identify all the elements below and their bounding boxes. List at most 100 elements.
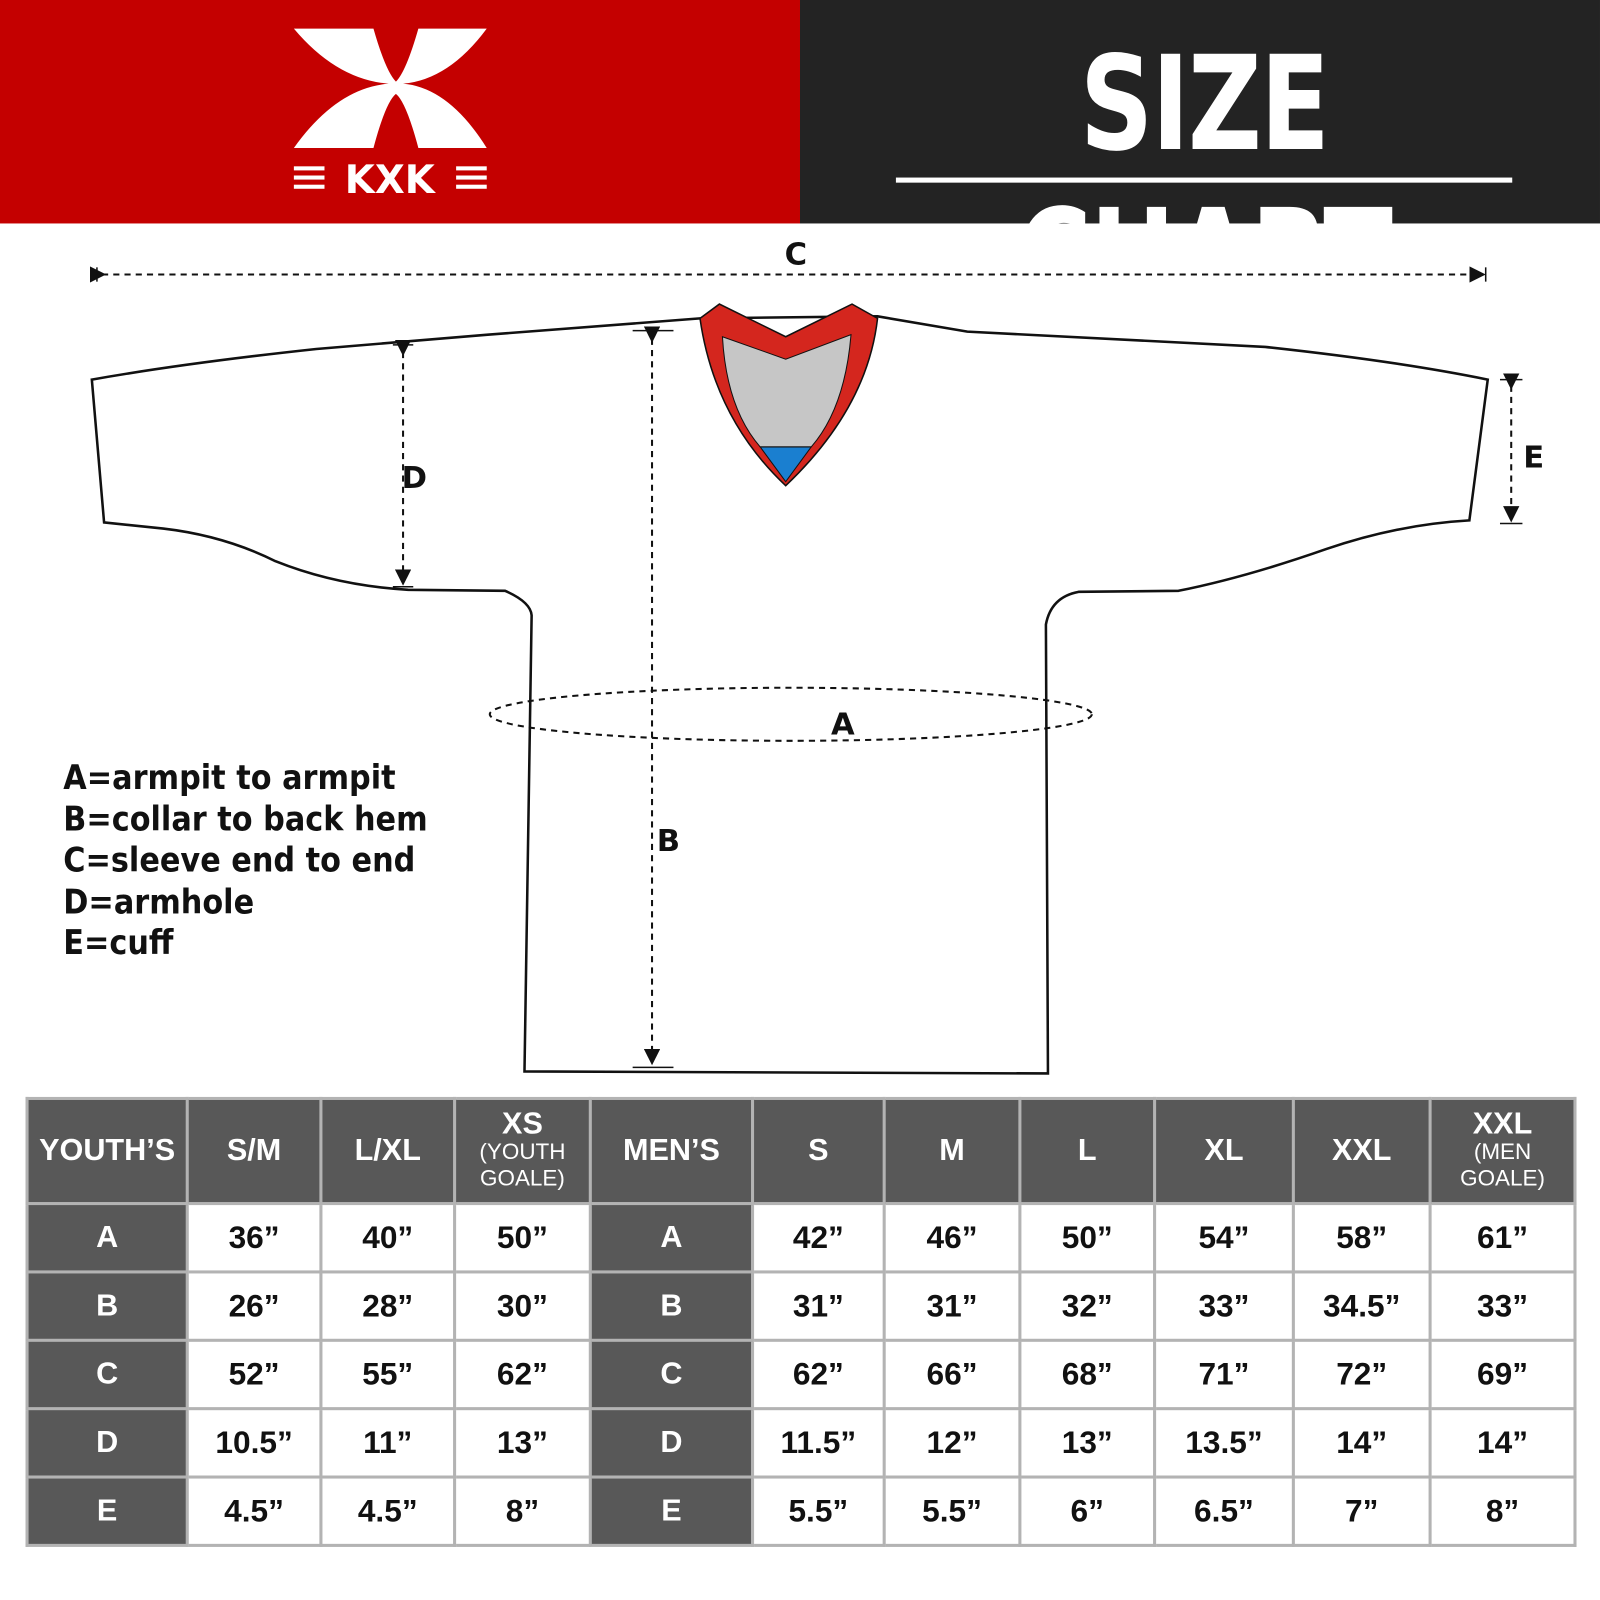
page-title: SIZE CHART [1016, 28, 1393, 334]
measurement-cell: 68” [1018, 1338, 1157, 1411]
size-column-header: XL [1153, 1096, 1295, 1206]
table-row: C 52” 55” 62” C 62” 66” 68” 71” 72” 69” [25, 1338, 1577, 1411]
measurement-cell: 52” [185, 1338, 323, 1411]
measurement-cell: 5.5” [882, 1475, 1022, 1547]
measurement-cell: 6” [1018, 1475, 1157, 1547]
header-label: XXL [1472, 1107, 1533, 1141]
row-label: C [588, 1338, 755, 1411]
legend-item: A=armpit to armpit [63, 757, 396, 797]
brand-banner: KXK [0, 0, 800, 224]
measurement-cell: 62” [751, 1338, 886, 1411]
title-banner [799, 0, 1600, 224]
measurement-cell: 28” [319, 1270, 457, 1342]
row-label: A [588, 1202, 755, 1274]
measurement-cell: 11” [319, 1407, 457, 1479]
size-column-header: L/XL [319, 1096, 457, 1206]
header-sublabel: (MEN GOALE) [1460, 1138, 1545, 1191]
legend-item: E=cuff [63, 922, 174, 963]
header-label: XS [502, 1107, 543, 1141]
row-label: E [588, 1475, 755, 1547]
measurement-cell: 14” [1291, 1407, 1432, 1479]
legend-item: B=collar to back hem [63, 798, 428, 839]
measurement-cell: 12” [882, 1407, 1022, 1479]
size-column-header: XS (YOUTH GOALE) [453, 1096, 592, 1206]
header-label: L [1077, 1133, 1097, 1168]
row-label: D [25, 1407, 189, 1479]
measurement-cell: 62” [453, 1338, 592, 1411]
measurement-cell: 33” [1153, 1270, 1295, 1342]
size-column-header: XXL (MEN GOALE) [1428, 1096, 1577, 1206]
label-b: B [657, 824, 680, 859]
table-row: D 10.5” 11” 13” D 11.5” 12” 13” 13.5” 14” 14” [25, 1407, 1577, 1479]
header-label: S [808, 1133, 829, 1168]
header-label: XL [1204, 1133, 1244, 1168]
measurement-cell: 61” [1428, 1202, 1577, 1274]
measurement-cell: 72” [1291, 1338, 1432, 1411]
measurement-cell: 32” [1018, 1270, 1157, 1342]
table-row: B 26” 28” 30” B 31” 31” 32” 33” 34.5” 33” [25, 1270, 1577, 1342]
size-column-header: L [1018, 1096, 1157, 1206]
measurement-cell: 46” [882, 1202, 1022, 1274]
legend-item: D=armhole [63, 881, 255, 921]
row-label: A [25, 1202, 189, 1274]
jersey-diagram: C D A B E [89, 237, 1544, 1075]
men-header: MEN’S [588, 1096, 755, 1206]
measurement-cell: 7” [1291, 1475, 1432, 1547]
collar-insert [759, 446, 813, 483]
measurement-cell: 34.5” [1291, 1270, 1432, 1342]
measurement-cell: 30” [453, 1270, 592, 1342]
measurement-cell: 5.5” [751, 1475, 886, 1547]
header-label: L/XL [354, 1133, 421, 1168]
label-a: A [831, 708, 855, 743]
measurement-cell: 4.5” [185, 1475, 323, 1547]
size-column-header: XXL [1291, 1096, 1432, 1206]
size-column-header: S [751, 1096, 886, 1206]
measurement-legend: A=armpit to armpit B=collar to back hem … [63, 757, 427, 964]
size-table: YOUTH’S S/M L/XL XS (YOUTH GOALE) MEN’S S M L XL X… [25, 1096, 1577, 1547]
table-row: A 36” 40” 50” A 42” 46” 50” 54” 58” 61” [25, 1202, 1577, 1274]
measurement-cell: 40” [319, 1202, 457, 1274]
measurement-cell: 33” [1428, 1270, 1577, 1342]
header-label: S/M [226, 1133, 282, 1168]
measurement-cell: 71” [1153, 1338, 1295, 1411]
label-d: D [402, 461, 427, 496]
youth-header: YOUTH’S [25, 1096, 189, 1206]
measurement-cell: 31” [882, 1270, 1022, 1342]
measurement-cell: 66” [882, 1338, 1022, 1411]
measurement-cell: 31” [751, 1270, 886, 1342]
header-label: XXL [1331, 1133, 1392, 1168]
row-label: C [25, 1338, 189, 1411]
measurement-cell: 11.5” [751, 1407, 886, 1479]
size-column-header: S/M [185, 1096, 323, 1206]
measurement-cell: 14” [1428, 1407, 1577, 1479]
jersey-outline [90, 315, 1490, 1075]
kxk-logo: KXK [293, 28, 487, 203]
label-c: C [785, 237, 807, 272]
row-label: B [588, 1270, 755, 1342]
row-label: B [25, 1270, 189, 1342]
size-column-header: M [882, 1096, 1022, 1206]
measurement-cell: 8” [1428, 1475, 1577, 1547]
title-underline [895, 177, 1513, 183]
measurement-cell: 69” [1428, 1338, 1577, 1411]
logo-text: KXK [345, 158, 437, 203]
measurement-cell: 50” [453, 1202, 592, 1274]
label-e: E [1523, 440, 1544, 475]
table-row: E 4.5” 4.5” 8” E 5.5” 5.5” 6” 6.5” 7” 8” [25, 1475, 1577, 1547]
measurement-cell: 55” [319, 1338, 457, 1411]
measurement-cell: 54” [1153, 1202, 1295, 1274]
measurement-cell: 6.5” [1153, 1475, 1295, 1547]
header-label: M [939, 1133, 965, 1168]
legend-item: C=sleeve end to end [63, 839, 416, 880]
measurement-cell: 13.5” [1153, 1407, 1295, 1479]
measurement-cell: 50” [1018, 1202, 1157, 1274]
measurement-cell: 26” [185, 1270, 323, 1342]
measurement-cell: 58” [1291, 1202, 1432, 1274]
measurement-cell: 8” [453, 1475, 592, 1547]
measurement-cell: 10.5” [185, 1407, 323, 1479]
measurement-cell: 42” [751, 1202, 886, 1274]
row-label: E [25, 1475, 189, 1547]
measurement-cell: 36” [185, 1202, 323, 1274]
measurement-cell: 13” [1018, 1407, 1157, 1479]
